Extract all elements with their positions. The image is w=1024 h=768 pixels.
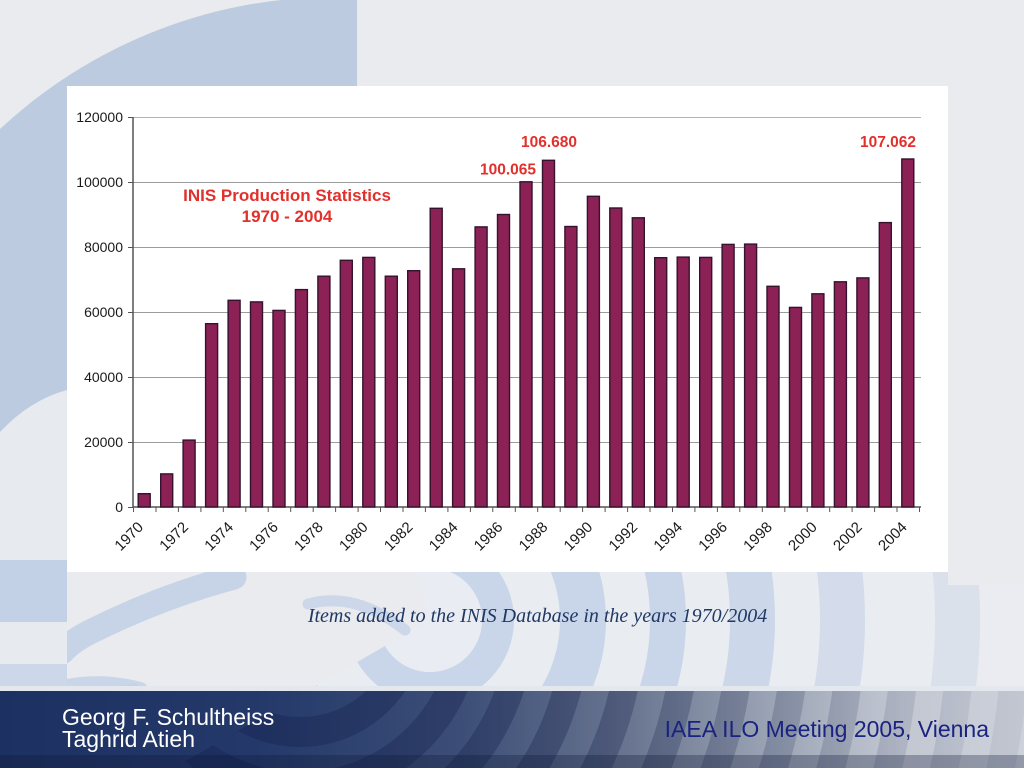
svg-text:0: 0 [115,499,123,515]
svg-text:20000: 20000 [84,434,123,450]
svg-text:INIS Production Statistics: INIS Production Statistics [183,186,391,205]
svg-text:80000: 80000 [84,239,123,255]
svg-text:100000: 100000 [76,174,123,190]
svg-text:1970 - 2004: 1970 - 2004 [242,207,333,226]
svg-text:120000: 120000 [76,109,123,125]
svg-text:106.680: 106.680 [521,134,577,151]
svg-text:40000: 40000 [84,369,123,385]
svg-text:107.062: 107.062 [860,134,916,151]
svg-text:60000: 60000 [84,304,123,320]
svg-text:100.065: 100.065 [480,162,536,179]
